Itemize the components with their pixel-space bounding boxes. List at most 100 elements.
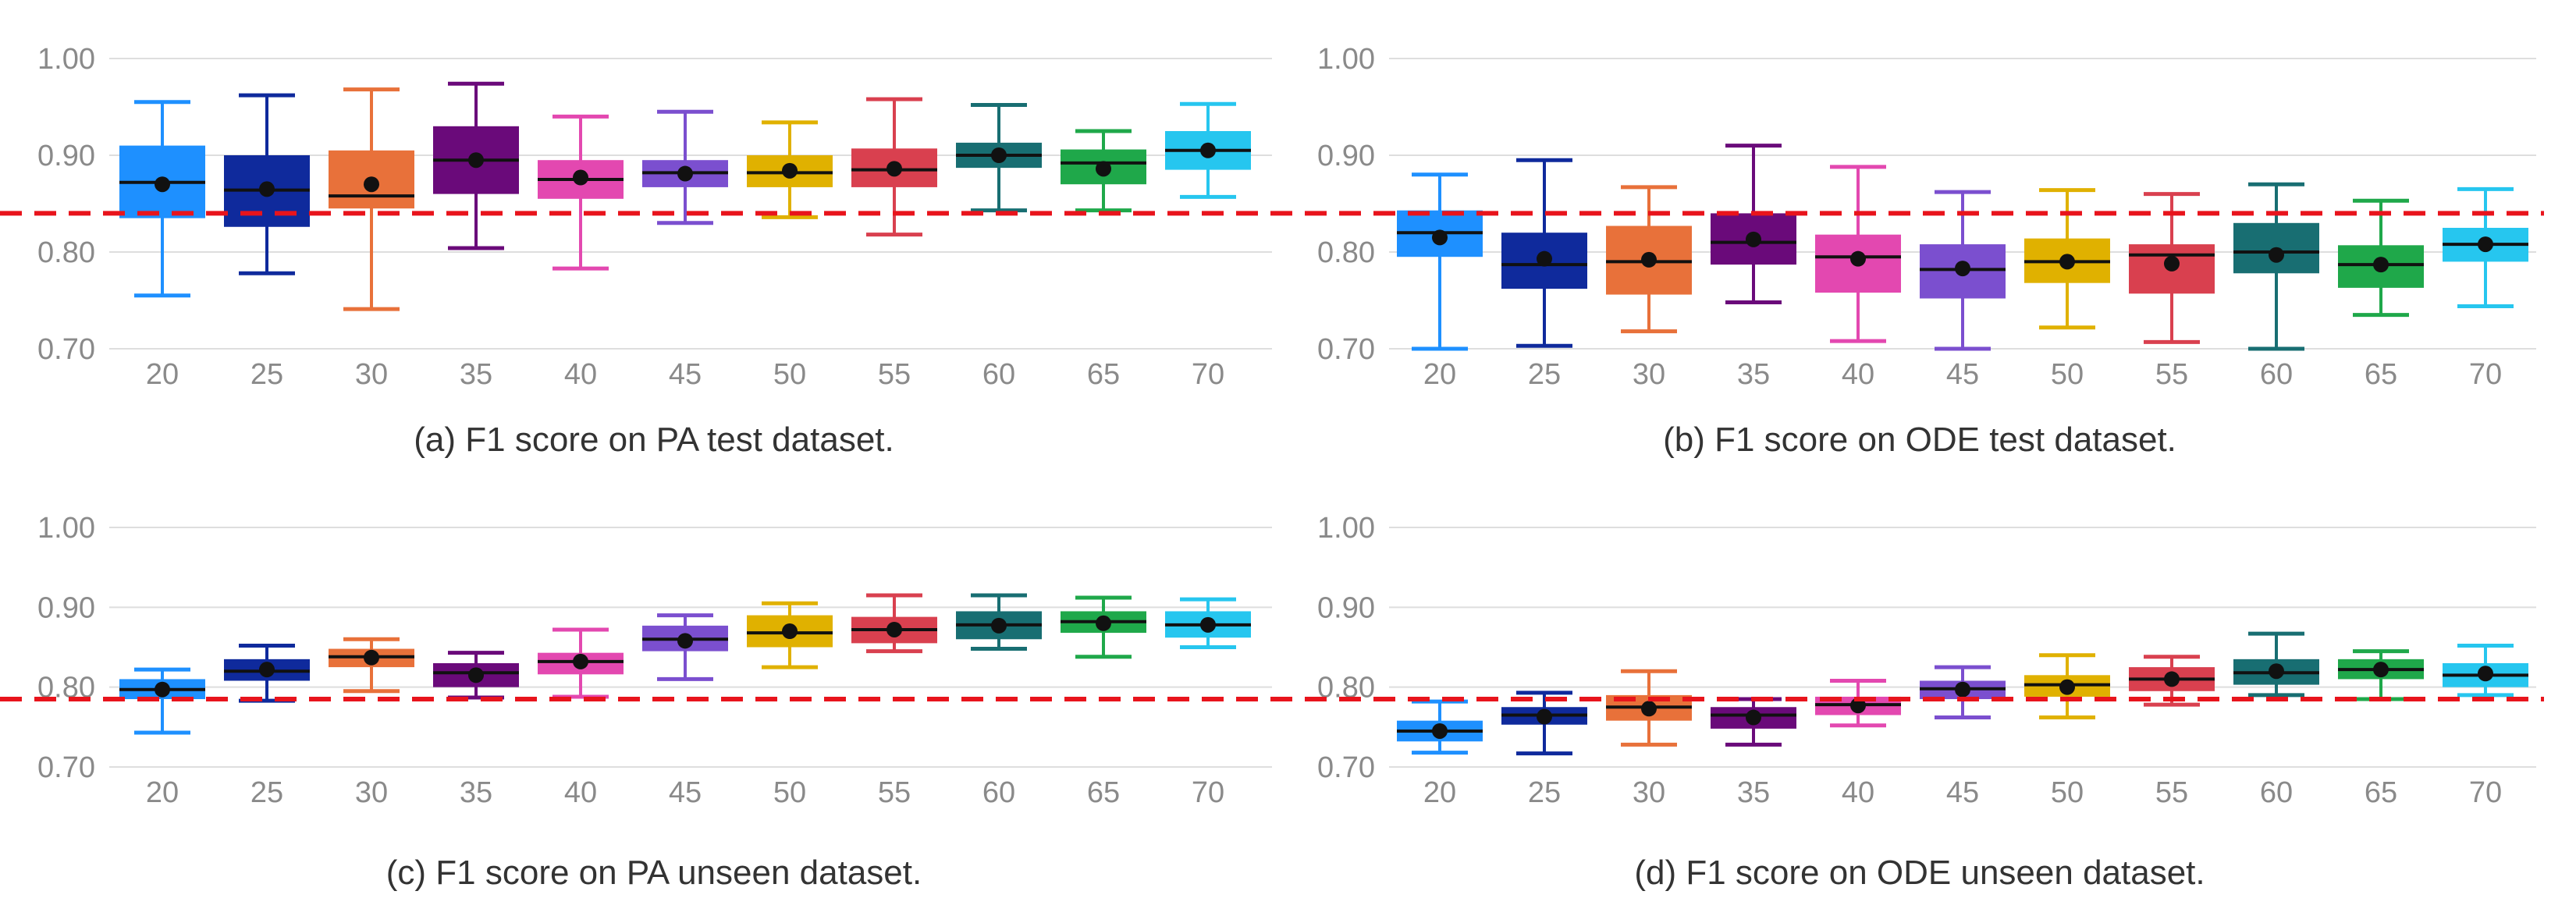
mean-marker xyxy=(2164,255,2180,272)
box-30 xyxy=(1606,185,1692,334)
x-tick-label: 35 xyxy=(460,358,492,391)
box-20 xyxy=(119,100,205,298)
box-35 xyxy=(1711,697,1796,747)
mean-marker xyxy=(2373,662,2389,678)
mean-marker xyxy=(1746,231,1761,247)
x-tick-label: 45 xyxy=(669,776,702,809)
box-30 xyxy=(329,87,414,311)
x-tick-label: 45 xyxy=(1946,358,1979,391)
box-65 xyxy=(1061,595,1146,659)
x-tick-label: 20 xyxy=(1423,358,1456,391)
y-tick-label: 1.00 xyxy=(1317,512,1375,545)
y-tick-label: 1.00 xyxy=(1317,43,1375,76)
y-tick-label: 0.90 xyxy=(37,140,95,172)
mean-marker xyxy=(2373,257,2389,273)
x-tick-label: 70 xyxy=(2469,776,2502,809)
box-35 xyxy=(433,81,519,250)
panel-a: 0.70 0.80 0.90 1.00 20 25 30 35 40 45 50 55 60 65 70 xyxy=(37,43,1272,391)
mean-marker xyxy=(1955,261,1970,277)
y-tick-label: 0.80 xyxy=(37,236,95,269)
y-tick-label: 0.80 xyxy=(1317,236,1375,269)
x-tick-label: 30 xyxy=(355,776,388,809)
box-50 xyxy=(2024,653,2110,720)
box-40 xyxy=(538,114,624,271)
box-60 xyxy=(2233,631,2319,698)
box-30 xyxy=(1606,669,1692,747)
box-55 xyxy=(851,97,937,237)
mean-marker xyxy=(2269,247,2284,263)
x-tick-label: 60 xyxy=(982,358,1015,391)
mean-marker xyxy=(991,617,1007,634)
box-55 xyxy=(2129,655,2215,707)
y-tick-label: 0.90 xyxy=(1317,591,1375,624)
x-tick-label: 40 xyxy=(564,776,597,809)
x-tick-label: 70 xyxy=(1192,776,1224,809)
box-70 xyxy=(1165,597,1251,649)
box-60 xyxy=(956,593,1042,651)
mean-marker xyxy=(2059,254,2075,270)
mean-marker xyxy=(2478,236,2493,253)
mean-marker xyxy=(573,169,588,186)
box-55 xyxy=(2129,192,2215,344)
box-35 xyxy=(1711,144,1796,304)
box-65 xyxy=(2338,649,2424,701)
mean-marker xyxy=(886,621,902,637)
mean-marker xyxy=(468,152,484,169)
box-50 xyxy=(747,120,833,219)
box-35 xyxy=(433,651,519,700)
mean-marker xyxy=(2059,679,2075,695)
caption-a: (a) F1 score on PA test dataset. xyxy=(414,421,894,459)
box-65 xyxy=(2338,198,2424,318)
x-tick-label: 55 xyxy=(2155,776,2188,809)
x-tick-label: 20 xyxy=(146,776,179,809)
box-70 xyxy=(2443,643,2528,698)
x-tick-label: 50 xyxy=(773,776,806,809)
x-tick-label: 45 xyxy=(669,358,702,391)
mean-marker xyxy=(259,662,275,678)
mean-marker xyxy=(677,633,693,649)
caption-c: (c) F1 score on PA unseen dataset. xyxy=(386,854,922,892)
x-tick-label: 30 xyxy=(1633,776,1665,809)
mean-marker xyxy=(1850,698,1866,714)
box-45 xyxy=(1920,665,2006,720)
mean-marker xyxy=(2478,666,2493,682)
y-tick-label: 0.70 xyxy=(37,751,95,784)
x-tick-label: 25 xyxy=(1528,358,1561,391)
x-tick-label: 30 xyxy=(1633,358,1665,391)
y-tick-label: 0.90 xyxy=(37,591,95,624)
mean-marker xyxy=(1200,616,1216,633)
x-tick-label: 40 xyxy=(1842,358,1874,391)
mean-marker xyxy=(155,176,170,193)
x-tick-label: 70 xyxy=(2469,358,2502,391)
mean-marker xyxy=(2164,671,2180,687)
mean-marker xyxy=(2269,663,2284,680)
caption-b: (b) F1 score on ODE test dataset. xyxy=(1663,421,2176,459)
box-40 xyxy=(538,627,624,699)
mean-marker xyxy=(1746,709,1761,726)
x-tick-label: 20 xyxy=(1423,776,1456,809)
y-tick-label: 1.00 xyxy=(37,43,95,76)
mean-marker xyxy=(677,165,693,182)
mean-marker xyxy=(991,147,1007,163)
box-25 xyxy=(1501,691,1587,756)
mean-marker xyxy=(1537,250,1552,267)
x-tick-label: 40 xyxy=(564,358,597,391)
y-tick-label: 0.90 xyxy=(1317,140,1375,172)
mean-marker xyxy=(1432,723,1448,739)
mean-marker xyxy=(1096,615,1111,631)
x-tick-label: 25 xyxy=(250,358,283,391)
x-tick-label: 25 xyxy=(1528,776,1561,809)
y-tick-label: 0.70 xyxy=(37,333,95,366)
box-50 xyxy=(2024,188,2110,330)
mean-marker xyxy=(1641,251,1657,268)
mean-marker xyxy=(155,681,170,698)
mean-marker xyxy=(364,649,379,666)
box-45 xyxy=(1920,190,2006,351)
x-tick-label: 35 xyxy=(1737,776,1770,809)
box-20 xyxy=(1397,172,1483,351)
box-40 xyxy=(1815,165,1901,343)
box-60 xyxy=(2233,182,2319,351)
mean-marker xyxy=(1200,142,1216,158)
x-tick-label: 50 xyxy=(2051,776,2084,809)
